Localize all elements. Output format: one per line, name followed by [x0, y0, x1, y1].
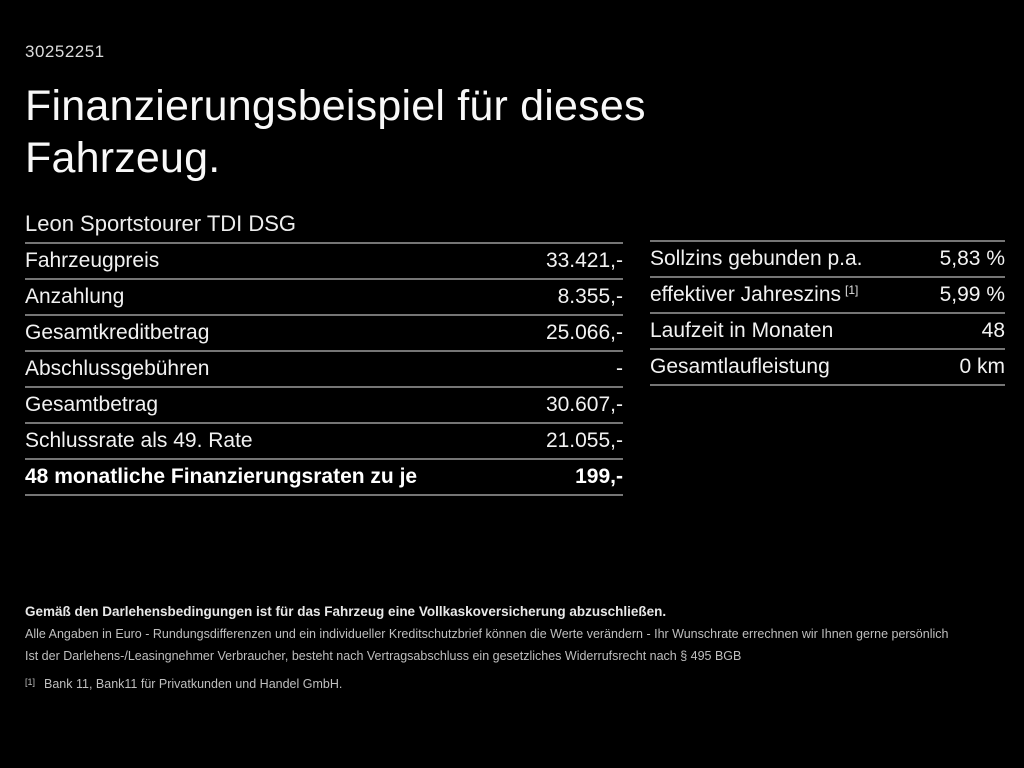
disclaimer-line-2: Ist der Darlehens-/Leasingnehmer Verbrau…: [25, 649, 742, 663]
row-fahrzeugpreis: Fahrzeugpreis 33.421,-: [25, 244, 623, 280]
vehicle-model: Leon Sportstourer TDI DSG: [25, 205, 623, 244]
row-gesamtbetrag: Gesamtbetrag 30.607,-: [25, 388, 623, 424]
row-label: effektiver Jahreszins [1]: [650, 283, 859, 306]
row-value: 199,-: [575, 465, 623, 488]
row-value: -: [616, 357, 623, 380]
row-label: 48 monatliche Finanzierungsraten zu je: [25, 465, 418, 488]
disclaimer-line-1: Alle Angaben in Euro - Rundungsdifferenz…: [25, 627, 949, 641]
row-label: Fahrzeugpreis: [25, 249, 160, 272]
reference-number: 30252251: [25, 42, 105, 61]
conditions-table: Sollzins gebunden p.a. 5,83 % effektiver…: [650, 240, 1005, 386]
row-value: 8.355,-: [557, 285, 623, 308]
row-effektiver-jahreszins: effektiver Jahreszins [1] 5,99 %: [650, 278, 1005, 314]
footnote-marker: [1]: [25, 677, 36, 687]
row-label: Abschlussgebühren: [25, 357, 210, 380]
row-value: 5,99 %: [939, 283, 1005, 306]
footnote-ref-marker: [1]: [845, 283, 859, 297]
row-label: Laufzeit in Monaten: [650, 319, 834, 342]
row-value: 33.421,-: [545, 249, 623, 272]
row-label: Gesamtkreditbetrag: [25, 321, 210, 344]
row-schlussrate: Schlussrate als 49. Rate 21.055,-: [25, 424, 623, 460]
insurance-note: Gemäß den Darlehensbedingungen ist für d…: [25, 604, 667, 619]
row-anzahlung: Anzahlung 8.355,-: [25, 280, 623, 316]
page-title-line-2: Fahrzeug.: [25, 134, 221, 182]
row-label: Sollzins gebunden p.a.: [650, 247, 863, 270]
row-label: Gesamtlaufleistung: [650, 355, 830, 378]
financing-table: Leon Sportstourer TDI DSG Fahrzeugpreis …: [25, 205, 623, 496]
footnote-bank: [1] Bank 11, Bank11 für Privatkunden und …: [25, 671, 1015, 695]
footnote-text: Bank 11, Bank11 für Privatkunden und Han…: [44, 677, 343, 691]
row-laufzeit: Laufzeit in Monaten 48: [650, 314, 1005, 350]
row-label: Gesamtbetrag: [25, 393, 159, 416]
page-title: Finanzierungsbeispiel für dieses Fahrzeu…: [25, 80, 646, 184]
row-label: Anzahlung: [25, 285, 125, 308]
row-value: 25.066,-: [545, 321, 623, 344]
row-value: 0 km: [959, 355, 1005, 378]
row-gesamtkreditbetrag: Gesamtkreditbetrag 25.066,-: [25, 316, 623, 352]
row-label: Schlussrate als 49. Rate: [25, 429, 253, 452]
row-value: 5,83 %: [939, 247, 1005, 270]
row-gesamtlaufleistung: Gesamtlaufleistung 0 km: [650, 350, 1005, 386]
row-value: 21.055,-: [545, 429, 623, 452]
page-title-line-1: Finanzierungsbeispiel für dieses: [25, 82, 646, 130]
row-abschlussgebuehren: Abschlussgebühren -: [25, 352, 623, 388]
row-sollzins: Sollzins gebunden p.a. 5,83 %: [650, 242, 1005, 278]
footer-disclaimers: Gemäß den Darlehensbedingungen ist für d…: [25, 601, 1015, 695]
row-monatliche-raten: 48 monatliche Finanzierungsraten zu je 1…: [25, 460, 623, 496]
row-value: 48: [981, 319, 1005, 342]
row-value: 30.607,-: [545, 393, 623, 416]
